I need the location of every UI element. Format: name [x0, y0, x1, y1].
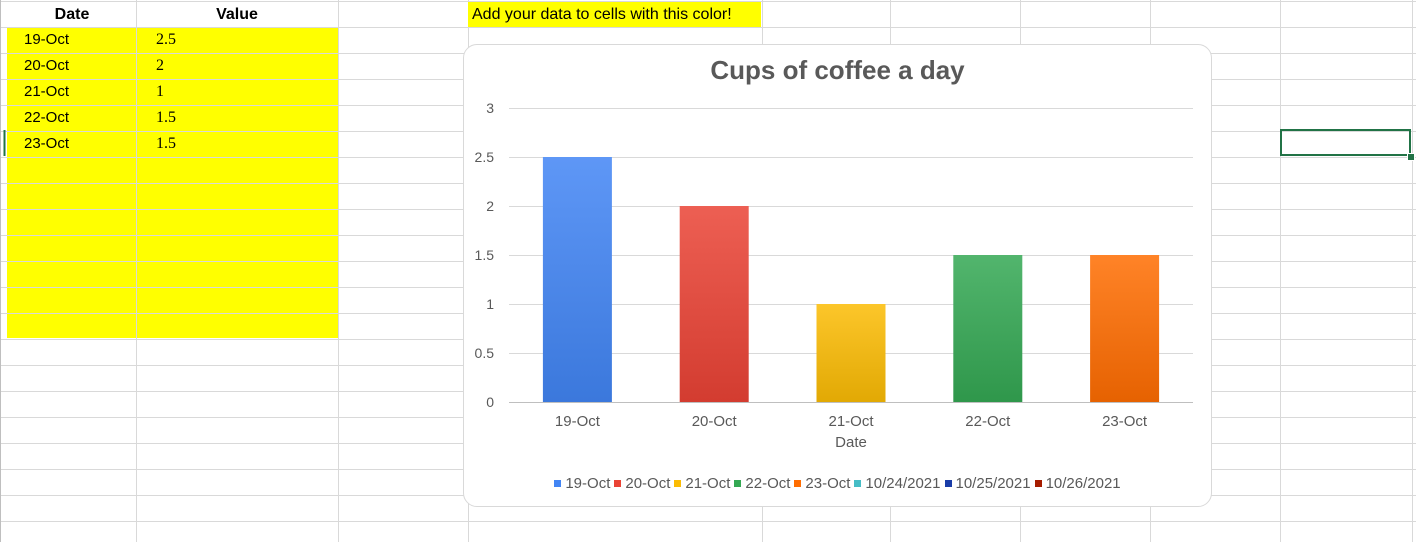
legend-label: 19-Oct [565, 475, 611, 492]
legend-swatch [734, 479, 742, 487]
legend-item[interactable]: 19-Oct [554, 475, 610, 492]
legend-swatch [674, 479, 682, 487]
value-cell[interactable]: 1.5 [156, 109, 176, 126]
y-tick-label: 0.5 [475, 345, 495, 361]
legend-swatch [554, 479, 562, 487]
chart-legend: 19-Oct 20-Oct 21-Oct 22-Oct 23-Oct 10/24/2021… [464, 475, 1211, 492]
bar[interactable] [542, 157, 612, 402]
legend-label: 10/24/2021 [865, 475, 941, 492]
date-cell[interactable]: 20-Oct [24, 57, 70, 74]
x-tick-label: 23-Oct [1102, 413, 1148, 430]
legend-item[interactable]: 10/25/2021 [944, 475, 1031, 492]
selected-cell[interactable] [1280, 129, 1411, 156]
legend-item[interactable]: 21-Oct [674, 475, 730, 492]
x-tick-label: 20-Oct [692, 413, 738, 430]
legend-item[interactable]: 10/24/2021 [854, 475, 941, 492]
y-tick-label: 3 [486, 100, 494, 116]
chart-title: Cups of coffee a day [710, 55, 965, 85]
x-tick-label: 21-Oct [828, 413, 874, 430]
legend-label: 10/25/2021 [955, 475, 1031, 492]
legend-label: 20-Oct [625, 475, 671, 492]
date-cell[interactable]: 23-Oct [24, 135, 70, 152]
input-area-fill [7, 27, 338, 338]
legend-label: 23-Oct [805, 475, 851, 492]
legend-swatch [1034, 479, 1042, 487]
legend-swatch [614, 479, 622, 487]
x-tick-label: 19-Oct [555, 413, 601, 430]
y-tick-label: 1 [486, 296, 494, 312]
value-cell[interactable]: 1.5 [156, 135, 176, 152]
legend-item[interactable]: 22-Oct [734, 475, 790, 492]
y-tick-label: 0 [486, 394, 494, 410]
bar[interactable] [816, 304, 886, 402]
legend-label: 10/26/2021 [1045, 475, 1121, 492]
coffee-chart[interactable]: Cups of coffee a day 0 0.5 1 1.5 2 2.5 3 19-Oct… [463, 44, 1212, 507]
bar[interactable] [953, 255, 1023, 402]
legend-label: 22-Oct [745, 475, 791, 492]
input-color-note[interactable]: Add your data to cells with this color! [468, 2, 761, 27]
x-axis-label: Date [835, 434, 867, 451]
date-cell[interactable]: 19-Oct [24, 31, 70, 48]
legend-swatch [794, 479, 802, 487]
date-cell[interactable]: 21-Oct [24, 83, 70, 100]
fill-handle[interactable] [1407, 153, 1415, 161]
header-value[interactable]: Value [216, 6, 258, 23]
y-tick-label: 1.5 [475, 247, 495, 263]
y-tick-label: 2.5 [475, 149, 495, 165]
value-cell[interactable]: 1 [156, 83, 164, 100]
x-tick-label: 22-Oct [965, 413, 1011, 430]
legend-item[interactable]: 23-Oct [794, 475, 850, 492]
value-cell[interactable]: 2.5 [156, 31, 176, 48]
date-cell[interactable]: 22-Oct [24, 109, 70, 126]
legend-item[interactable]: 20-Oct [614, 475, 670, 492]
value-cell[interactable]: 2 [156, 57, 164, 74]
legend-item[interactable]: 10/26/2021 [1034, 475, 1121, 492]
legend-swatch [854, 479, 862, 487]
bar[interactable] [1090, 255, 1160, 402]
y-tick-label: 2 [486, 198, 494, 214]
chart-plot-area: 0 0.5 1 1.5 2 2.5 3 19-Oct 20-Oct 21-Oct 22-Oct 23-… [475, 100, 1193, 451]
legend-label: 21-Oct [685, 475, 731, 492]
header-date[interactable]: Date [54, 6, 90, 23]
bar[interactable] [679, 206, 749, 402]
legend-swatch [944, 479, 952, 487]
